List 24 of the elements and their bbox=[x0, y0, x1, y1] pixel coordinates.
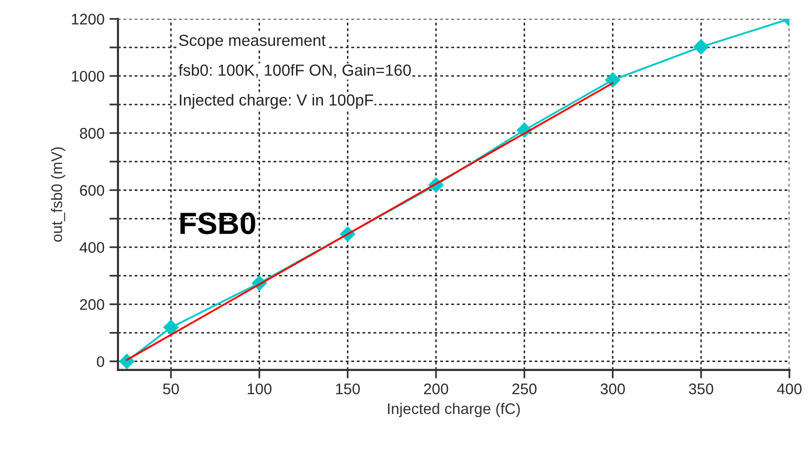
annotation: fsb0: 100K, 100fF ON, Gain=160 bbox=[178, 64, 411, 78]
annotation: Scope measurement bbox=[179, 34, 326, 50]
annotation: Injected charge: V in 100pF bbox=[180, 94, 374, 109]
x-axis-title: Injected charge (fC) bbox=[388, 402, 520, 418]
x-tick-label: 100 bbox=[248, 384, 272, 394]
y-tick-label: 1000 bbox=[72, 70, 104, 82]
x-tick-label: 350 bbox=[688, 384, 714, 394]
y-tick-label: 600 bbox=[80, 184, 104, 196]
point bbox=[693, 39, 709, 55]
x-tick-label: 250 bbox=[512, 384, 537, 394]
y-tick-label: 1200 bbox=[72, 14, 104, 25]
x-tick-label: 300 bbox=[600, 384, 625, 394]
x-tick-label: 150 bbox=[336, 384, 360, 394]
x-tick-label: 50 bbox=[163, 384, 179, 394]
x-tick-label: 400 bbox=[777, 384, 802, 394]
y-tick-label: 400 bbox=[80, 242, 104, 253]
y-tick-label: 0 bbox=[96, 356, 104, 368]
y-tick-label: 200 bbox=[80, 299, 104, 310]
y-tick-label: 800 bbox=[80, 128, 104, 139]
point bbox=[163, 320, 179, 336]
annotation: FSB0 bbox=[180, 212, 256, 234]
x-tick-label: 200 bbox=[424, 384, 448, 394]
y-axis-title: out_fsb0 (mV) bbox=[50, 147, 66, 242]
point bbox=[604, 72, 621, 88]
